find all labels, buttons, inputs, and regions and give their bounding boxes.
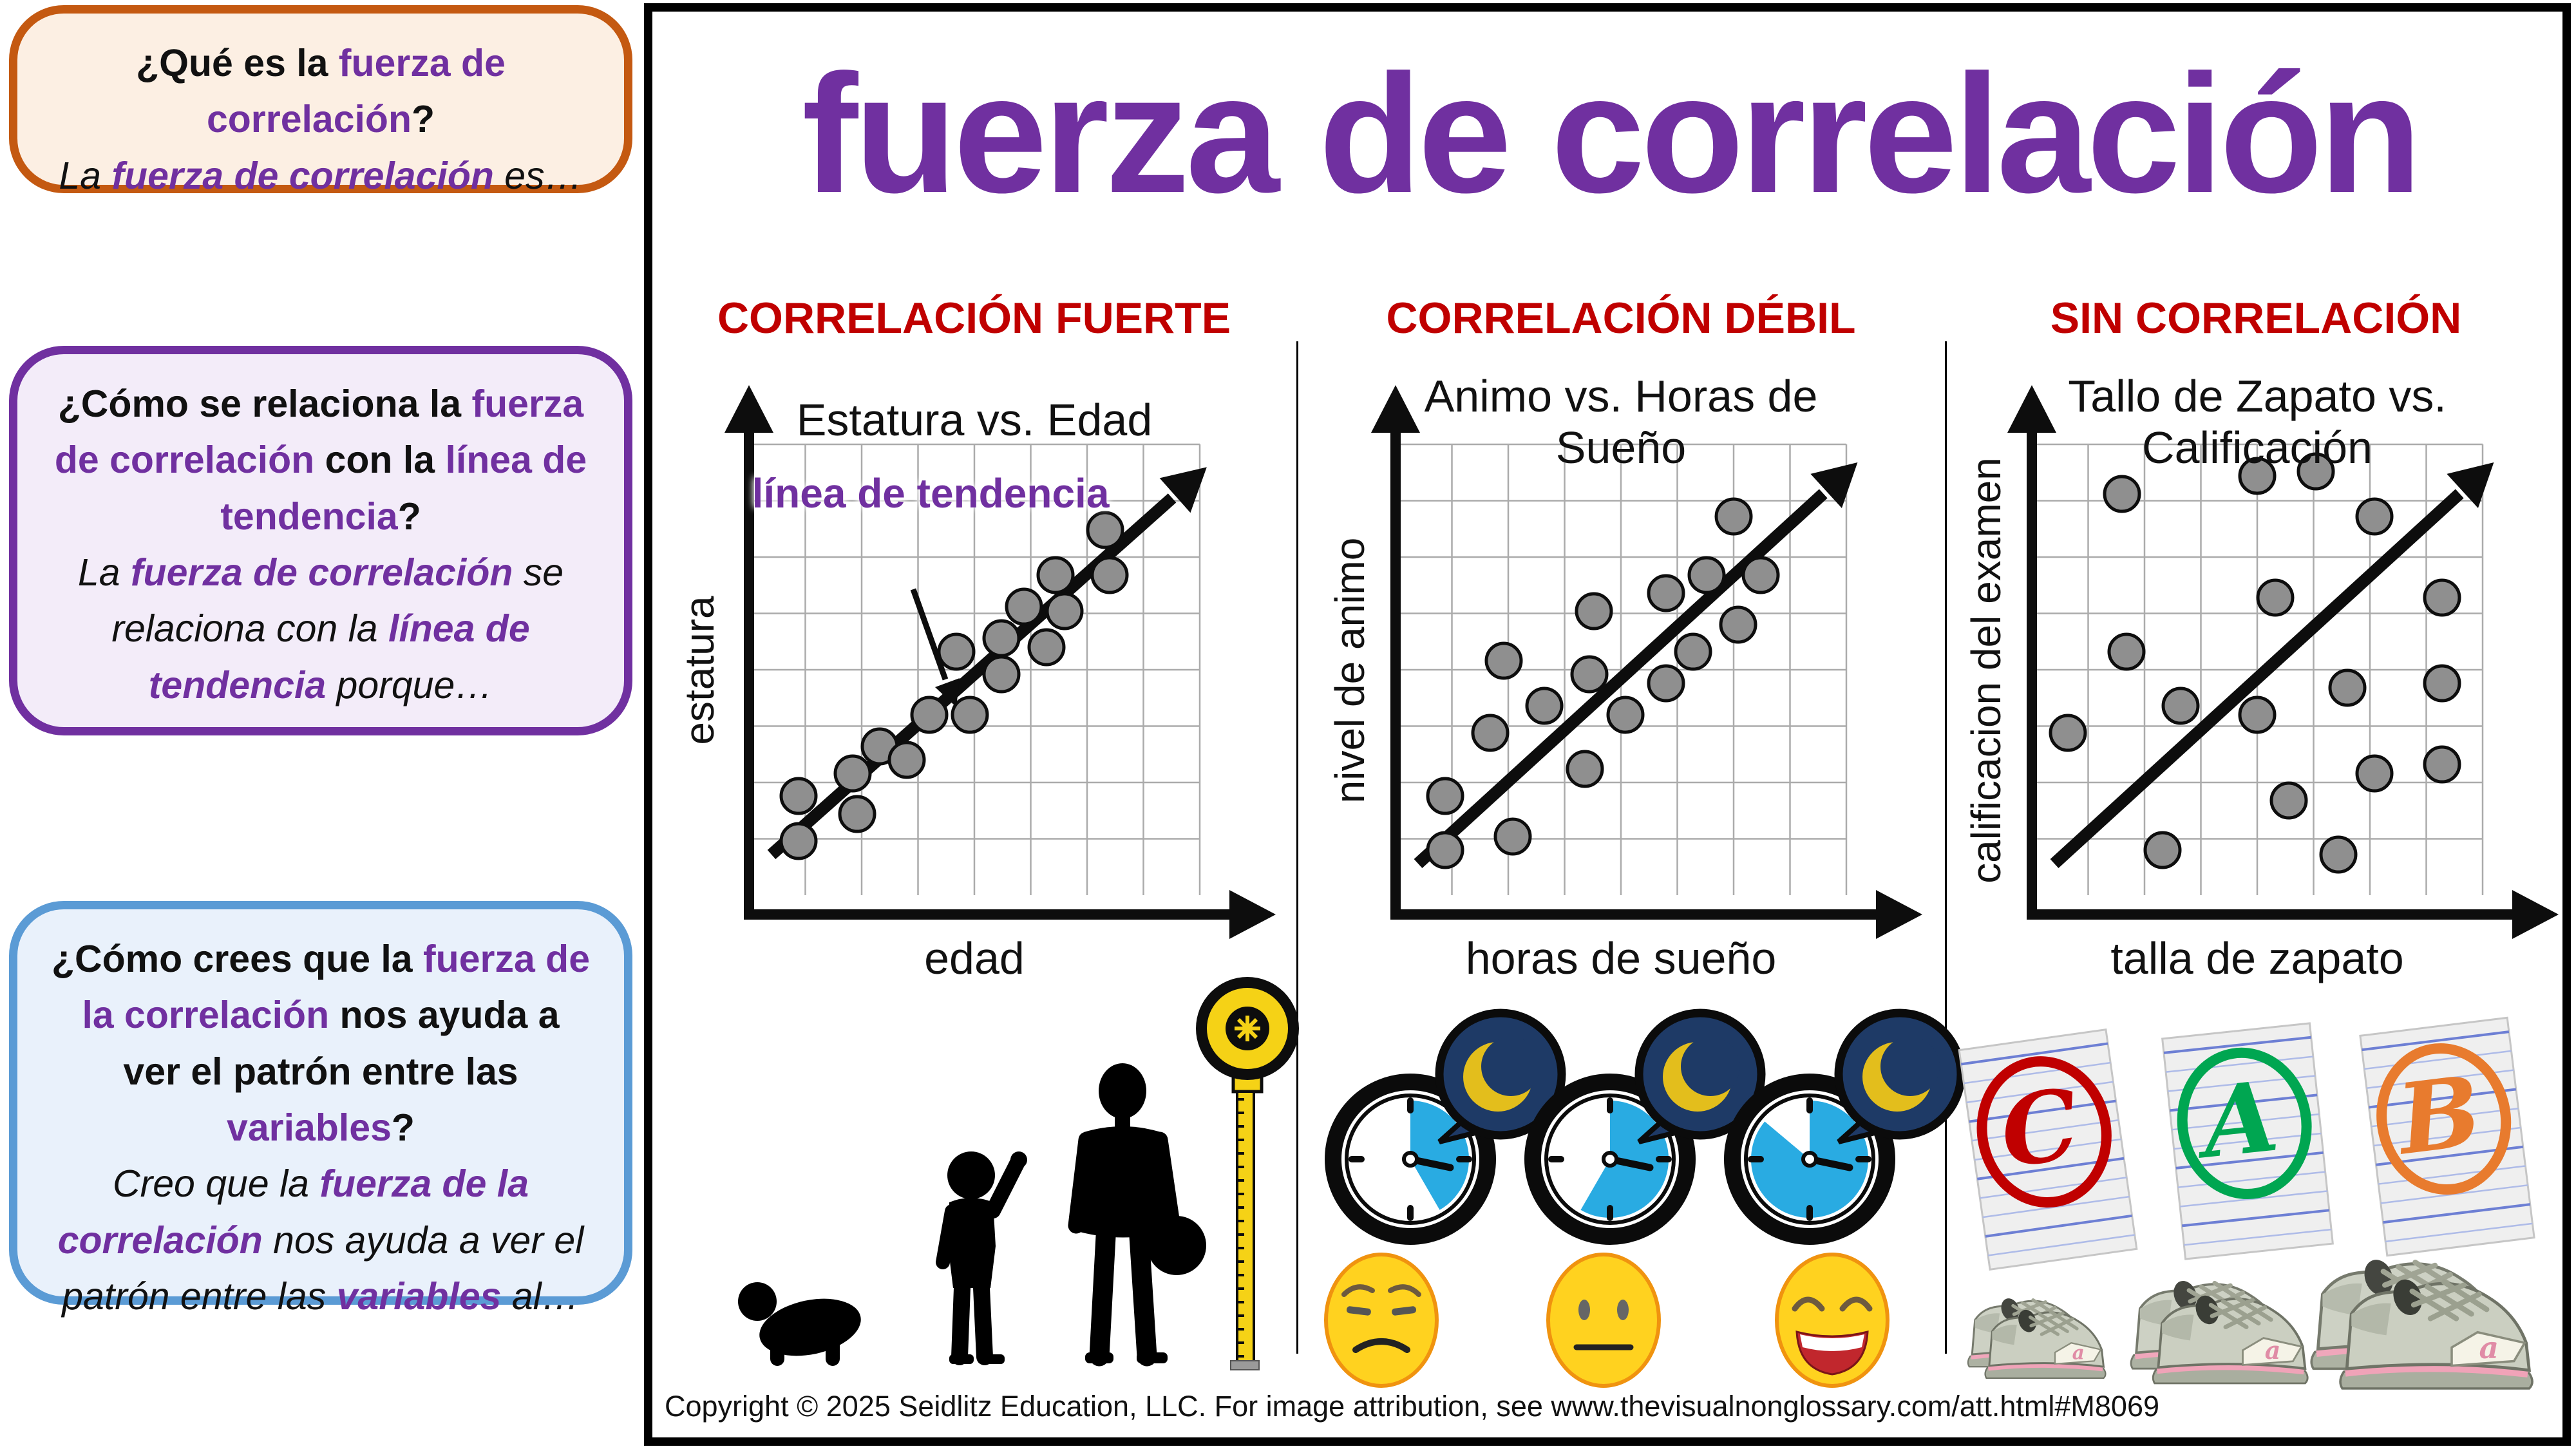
question-text: ¿Qué es la fuerza de correlación? bbox=[136, 42, 506, 141]
sneakers-medium bbox=[2131, 1278, 2307, 1383]
chart-title-strong: Estatura vs. Edad bbox=[796, 395, 1153, 445]
annotation-arrow-icon bbox=[910, 588, 960, 707]
chart-title-none: Tallo de Zapato vs. Calificación bbox=[2068, 371, 2447, 473]
x-axis-label: edad bbox=[924, 933, 1025, 983]
column-divider bbox=[1945, 341, 1947, 1354]
clock-medium-hours-icon bbox=[1524, 1009, 1766, 1245]
question-text: ¿Cómo crees que la fuerza de la correlac… bbox=[51, 938, 591, 1149]
happy-face-icon bbox=[1775, 1253, 1889, 1388]
chart-title-weak: Animo vs. Horas de Sueño bbox=[1424, 371, 1818, 473]
sneakers-large bbox=[2311, 1256, 2532, 1388]
scatter-plot-weak-correlation bbox=[1371, 385, 1922, 939]
teen-silhouette bbox=[1068, 1063, 1206, 1367]
clock-many-hours-icon bbox=[1724, 1009, 1965, 1245]
moon-bubble-icon bbox=[1834, 1009, 1965, 1144]
scatter-plot-strong-correlation bbox=[724, 385, 1276, 939]
column-header-none: SIN CORRELACIÓN bbox=[2050, 294, 2462, 343]
tape-measure-icon bbox=[1196, 977, 1299, 1370]
height-vs-age-illustration bbox=[738, 977, 1299, 1370]
sleep-vs-mood-illustration bbox=[1324, 1009, 1965, 1388]
ball-icon bbox=[1147, 1216, 1206, 1275]
question-box-variables-pattern: ¿Cómo crees que la fuerza de la correlac… bbox=[9, 901, 632, 1318]
child-silhouette bbox=[936, 1151, 1027, 1365]
graded-paper-B: B bbox=[2359, 1016, 2535, 1257]
column-header-strong: CORRELACIÓN FUERTE bbox=[717, 294, 1231, 343]
neutral-face-icon bbox=[1546, 1253, 1661, 1388]
svg-text:B: B bbox=[2389, 1054, 2486, 1177]
graded-paper-A: A bbox=[2161, 1022, 2334, 1260]
grades-vs-shoe-size-illustration: CAB a bbox=[1958, 1016, 2563, 1404]
x-axis-label: horas de sueño bbox=[1465, 933, 1777, 983]
question-text: ¿Cómo se relaciona la fuerza de correlac… bbox=[54, 383, 587, 538]
scatter-plot-no-correlation bbox=[2007, 385, 2559, 939]
answer-stem: Creo que la fuerza de la correlación nos… bbox=[57, 1162, 584, 1318]
copyright-text: Copyright © 2025 Seidlitz Education, LLC… bbox=[665, 1390, 2159, 1423]
graded-paper-C: C bbox=[1958, 1028, 2138, 1271]
answer-stem: La fuerza de correlación es… bbox=[59, 154, 583, 197]
column-header-weak: CORRELACIÓN DÉBIL bbox=[1386, 294, 1856, 343]
trendline-annotation: línea de tendencia bbox=[752, 470, 1110, 516]
column-divider bbox=[1296, 341, 1298, 1354]
page-title: fuerza de correlación bbox=[802, 39, 2421, 228]
clock-few-hours-icon bbox=[1325, 1009, 1566, 1245]
svg-text:C: C bbox=[1994, 1067, 2086, 1190]
moon-bubble-icon bbox=[1634, 1009, 1766, 1144]
answer-stem: La fuerza de correlación se relaciona co… bbox=[77, 551, 564, 706]
tired-face-icon bbox=[1324, 1253, 1439, 1388]
moon-bubble-icon bbox=[1435, 1009, 1566, 1144]
sneakers-small bbox=[1968, 1296, 2106, 1378]
question-box-trendline-relation: ¿Cómo se relaciona la fuerza de correlac… bbox=[9, 346, 632, 735]
baby-silhouette bbox=[738, 1282, 861, 1366]
question-box-definition: ¿Qué es la fuerza de correlación? La fue… bbox=[9, 5, 632, 197]
x-axis-label: talla de zapato bbox=[2110, 933, 2404, 983]
